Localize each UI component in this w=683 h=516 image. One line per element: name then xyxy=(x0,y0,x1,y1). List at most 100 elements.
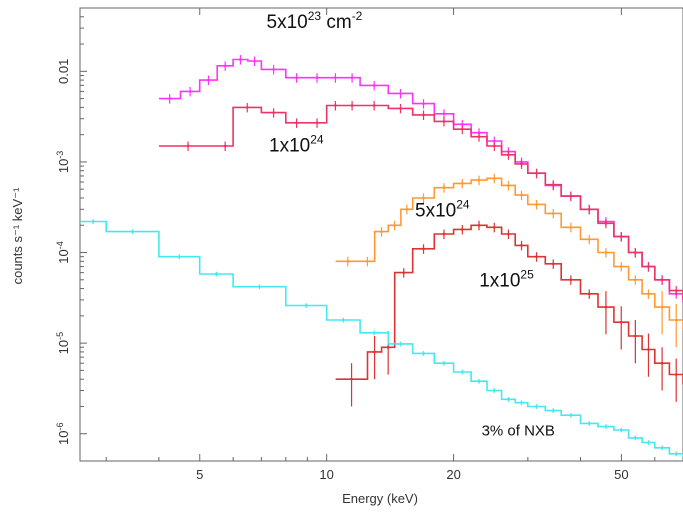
x-tick-label: 10 xyxy=(319,467,333,482)
series-3-point xyxy=(604,305,608,309)
series-1-point xyxy=(399,107,402,110)
series-3-point xyxy=(461,228,464,231)
series-2-point xyxy=(674,318,678,322)
series-0-point xyxy=(493,139,496,143)
series-0-point xyxy=(239,58,242,61)
series-4-point xyxy=(507,397,510,401)
y-tick-label: 10-6 xyxy=(55,422,71,444)
series-2-point xyxy=(477,178,481,182)
series-4-point xyxy=(674,452,678,456)
series-1-point xyxy=(272,111,275,114)
series-1-point xyxy=(634,251,637,254)
series-2-point xyxy=(346,260,350,263)
series-4-point xyxy=(520,401,523,405)
series-1-point xyxy=(442,120,446,123)
series-1-point xyxy=(461,127,464,131)
series-0-point xyxy=(350,76,354,80)
series-1-point xyxy=(551,183,555,187)
series-2-point xyxy=(366,260,369,263)
series-1-point xyxy=(569,194,573,198)
series-3-point xyxy=(350,377,353,381)
series-4-point xyxy=(551,409,555,412)
series-0-point xyxy=(422,102,425,105)
series-1-point xyxy=(493,144,496,148)
series-1-point xyxy=(334,104,337,107)
y-tick-base: 10 xyxy=(56,431,71,445)
annotation-base: 1x10 xyxy=(269,136,310,157)
series-1-point xyxy=(223,144,227,148)
series-4-point xyxy=(634,436,637,440)
series-0-point xyxy=(372,84,376,87)
series-4-point xyxy=(493,389,496,392)
y-tick-label: 10-4 xyxy=(55,241,71,263)
series-2-point xyxy=(493,176,496,180)
series-1-point xyxy=(315,121,319,125)
series-3-point xyxy=(587,292,591,296)
series-annotation: 1x1024 xyxy=(269,133,324,157)
series-4-point xyxy=(178,255,181,258)
series-0-point xyxy=(188,90,192,93)
y-tick-exponent: -6 xyxy=(55,422,65,430)
series-1-point xyxy=(619,235,623,238)
series-1-point xyxy=(520,162,523,166)
y-tick-exponent: -4 xyxy=(55,241,65,249)
series-1-point xyxy=(587,207,591,211)
series-1-point xyxy=(604,222,608,225)
y-tick-base: 10 xyxy=(56,249,71,263)
series-2-point xyxy=(619,265,623,268)
series-1-point xyxy=(477,135,481,138)
series-3-point xyxy=(493,225,496,229)
x-tick-label: 5 xyxy=(196,467,203,482)
series-1-point xyxy=(660,278,664,282)
series-1-point xyxy=(647,265,650,268)
series-4-point xyxy=(258,285,261,288)
series-3-point xyxy=(422,247,425,251)
series-annotation: 5x1023 cm-2 xyxy=(267,9,363,33)
series-3-point xyxy=(477,223,481,227)
annotation-unit: cm xyxy=(321,12,352,33)
series-3-point xyxy=(386,345,390,349)
series-3-point xyxy=(647,348,650,351)
series-annotation: 3% of NXB xyxy=(482,423,555,440)
x-tick-label: 50 xyxy=(614,467,628,482)
series-2-point xyxy=(551,212,555,215)
x-axis: 5 10 20 50 xyxy=(105,8,683,482)
series-4-point xyxy=(604,425,608,428)
series-2-point xyxy=(587,237,591,241)
series-4-point xyxy=(131,230,134,233)
series-4-point xyxy=(535,405,538,408)
series-2-point xyxy=(569,225,573,229)
series-0-point xyxy=(399,92,402,95)
series-3-point xyxy=(634,334,637,338)
series-1-point xyxy=(245,106,249,109)
series-4-point xyxy=(587,422,591,425)
y-tick-label: 10-5 xyxy=(55,332,71,354)
series-0-point xyxy=(223,64,227,68)
series-4-point xyxy=(342,318,345,322)
series-3-point xyxy=(535,255,538,258)
y-tick-label: 0.01 xyxy=(56,59,71,84)
series-4-point xyxy=(304,304,308,307)
series-3-point xyxy=(674,373,678,376)
series-4-point xyxy=(399,342,402,346)
series-2-point xyxy=(535,203,538,206)
series-1-point xyxy=(372,104,376,107)
y-tick-base: 10 xyxy=(56,340,71,354)
series-2-point xyxy=(461,182,464,185)
series-0-point xyxy=(207,78,210,82)
series-2-point xyxy=(393,223,396,227)
series-group xyxy=(80,55,683,458)
series-1-point xyxy=(350,104,354,107)
annotation-base: 5x10 xyxy=(415,200,456,221)
series-2-point xyxy=(507,184,510,187)
series-0-point xyxy=(168,97,171,100)
series-0-point xyxy=(295,76,298,80)
annotation-superscript: 24 xyxy=(310,133,324,147)
series-4-point xyxy=(422,352,425,355)
series-3-point xyxy=(551,262,555,266)
series-0-point xyxy=(334,76,337,80)
x-axis-label: Energy (keV) xyxy=(342,491,418,506)
series-2-point xyxy=(660,305,664,309)
series-2-point xyxy=(405,207,409,211)
